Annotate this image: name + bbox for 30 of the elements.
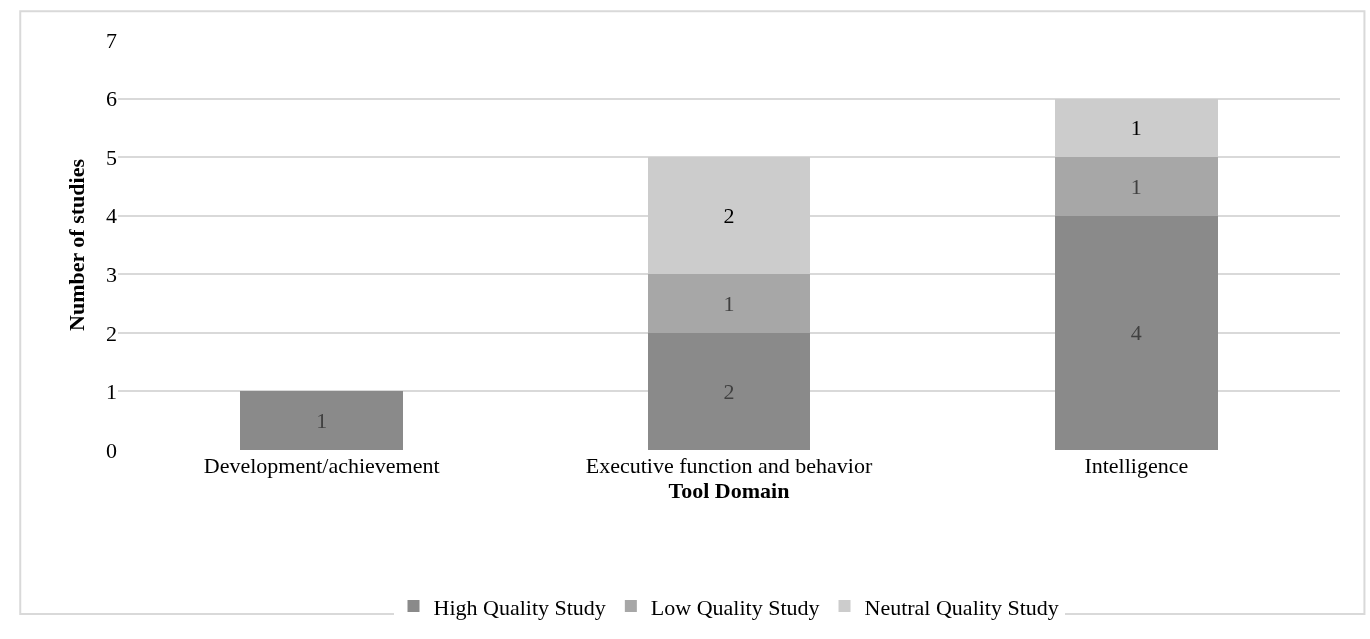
- x-tick-label: Intelligence: [1084, 453, 1189, 478]
- y-tick-label: 0: [106, 437, 117, 463]
- data-label: 1: [316, 408, 328, 434]
- y-tick-label: 1: [106, 379, 117, 405]
- bar: [1054, 215, 1218, 450]
- bar: [647, 274, 811, 333]
- data-label: 1: [723, 291, 735, 317]
- legend-label: High Quality Study: [433, 594, 606, 620]
- bar: [240, 391, 404, 450]
- y-tick-label: 5: [106, 144, 117, 170]
- data-label: 1: [1130, 173, 1142, 199]
- bar: [647, 157, 811, 275]
- bar: [1054, 98, 1218, 158]
- x-axis-title: Tool Domain: [668, 478, 790, 503]
- x-tick-label: Development/achievement: [203, 453, 440, 478]
- data-label: 4: [1130, 320, 1142, 346]
- bar: [1054, 157, 1218, 216]
- y-tick-label: 6: [106, 86, 117, 112]
- y-axis-title: Number of studies: [63, 158, 89, 331]
- data-label: 2: [723, 378, 735, 404]
- y-tick-label: 7: [106, 27, 117, 53]
- y-tick-label: 2: [106, 320, 117, 346]
- y-tick-label: 3: [106, 261, 117, 287]
- x-tick-label: Executive function and behavior: [585, 453, 873, 478]
- data-label: 1: [1130, 115, 1142, 141]
- y-tick-label: 4: [106, 203, 117, 229]
- data-label: 2: [723, 203, 735, 229]
- legend-label: Neutral Quality Study: [864, 594, 1059, 620]
- bar: [647, 332, 811, 450]
- legend-label: Low Quality Study: [650, 594, 820, 620]
